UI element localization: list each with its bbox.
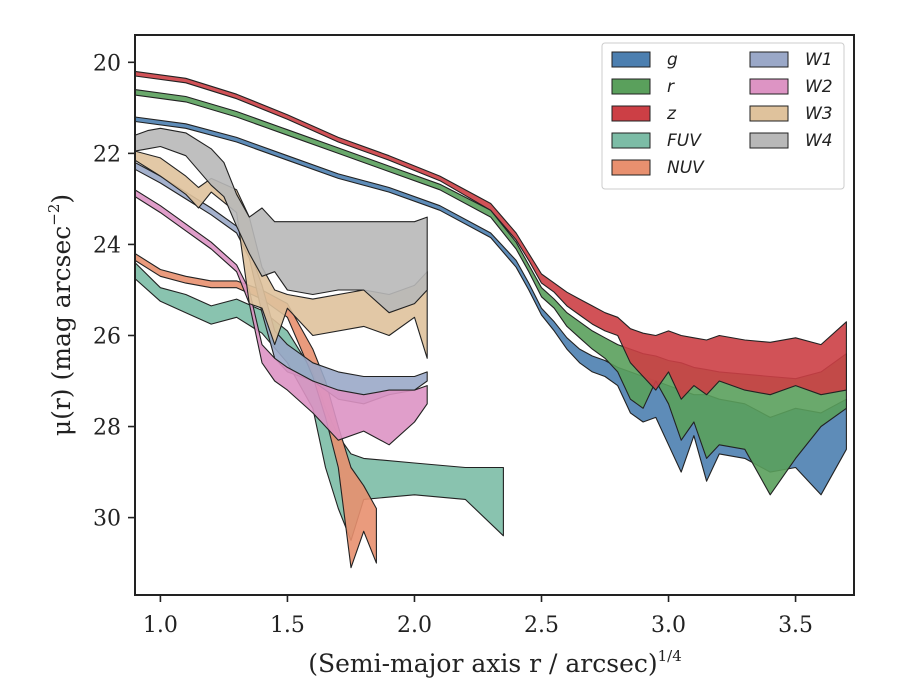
y-tick-label: 28 bbox=[93, 416, 121, 441]
y-tick-label: 20 bbox=[93, 51, 121, 76]
legend-label-w4: W4 bbox=[805, 131, 833, 151]
x-tick-label: 2.0 bbox=[397, 613, 432, 638]
legend-label-r: r bbox=[667, 77, 675, 97]
plot-frame bbox=[134, 34, 855, 596]
legend-swatch-w1 bbox=[749, 51, 789, 68]
x-tick-label: 3.5 bbox=[778, 613, 813, 638]
y-tick-label: 24 bbox=[93, 233, 121, 258]
legend-swatch-r bbox=[611, 78, 651, 95]
y-axis-title: μ(r) (mag arcsec−2) bbox=[45, 194, 76, 436]
legend-label-w1: W1 bbox=[805, 50, 833, 70]
legend-swatch-w4 bbox=[749, 132, 789, 149]
band-z bbox=[135, 70, 847, 400]
y-tick-label: 22 bbox=[93, 142, 121, 167]
x-axis-title: (Semi-major axis r / arcsec)1/4 bbox=[308, 647, 682, 678]
legend-swatch-z bbox=[611, 105, 651, 122]
y-tick-label: 26 bbox=[93, 324, 121, 349]
y-axis: 20 22 24 26 28 30 bbox=[93, 51, 135, 532]
band-w3 bbox=[135, 150, 428, 359]
legend-label-g: g bbox=[667, 50, 678, 70]
x-tick-label: 1.0 bbox=[143, 613, 178, 638]
legend-label-w2: W2 bbox=[805, 77, 833, 97]
legend: grz FUV NUV W1 W2 W3 W4 bbox=[601, 42, 845, 190]
x-axis: 1.0 1.5 2.0 2.5 3.0 3.5 bbox=[143, 595, 813, 638]
x-tick-label: 1.5 bbox=[270, 613, 305, 638]
legend-swatch-g bbox=[611, 51, 651, 68]
legend-label-w3: W3 bbox=[805, 104, 833, 124]
band-r bbox=[135, 89, 847, 496]
legend-swatch-w2 bbox=[749, 78, 789, 95]
x-tick-label: 3.0 bbox=[651, 613, 686, 638]
legend-label-fuv: FUV bbox=[667, 131, 702, 151]
legend-swatch-nuv bbox=[611, 159, 651, 176]
legend-label-nuv: NUV bbox=[667, 158, 705, 178]
y-tick-label: 30 bbox=[93, 507, 121, 532]
x-tick-label: 2.5 bbox=[524, 613, 559, 638]
legend-swatch-w3 bbox=[749, 105, 789, 122]
legend-swatch-fuv bbox=[611, 132, 651, 149]
profile-bands bbox=[135, 70, 847, 569]
band-w4 bbox=[135, 127, 428, 314]
legend-label-z: z bbox=[666, 104, 677, 124]
